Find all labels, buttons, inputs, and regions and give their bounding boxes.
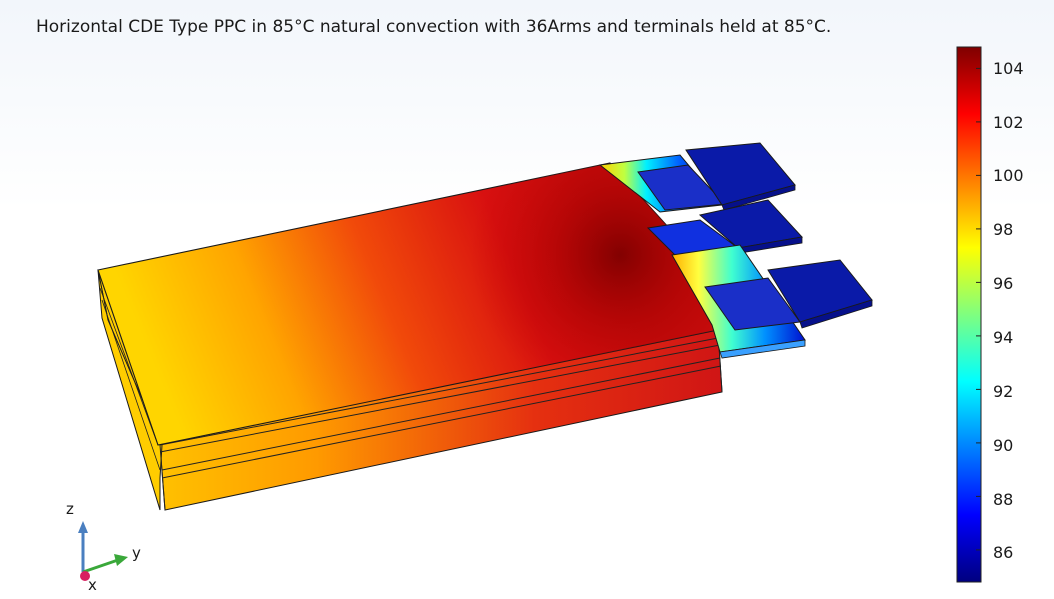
color-legend-ticks bbox=[976, 67, 981, 551]
x-axis-marker bbox=[80, 571, 90, 581]
legend-tick-label: 96 bbox=[993, 274, 1014, 293]
color-legend bbox=[956, 46, 982, 583]
y-axis-arrow bbox=[82, 558, 119, 574]
legend-tick-label: 98 bbox=[993, 220, 1014, 239]
legend-tick-label: 94 bbox=[993, 328, 1014, 347]
axis-triad[interactable] bbox=[78, 521, 128, 581]
plot-title: Horizontal CDE Type PPC in 85°C natural … bbox=[36, 17, 832, 37]
legend-tick-label: 90 bbox=[993, 436, 1014, 455]
y-axis-label: y bbox=[132, 544, 141, 562]
z-axis-label: z bbox=[66, 500, 74, 518]
terminal-tab-1 bbox=[598, 142, 796, 213]
legend-tick-label: 100 bbox=[993, 166, 1024, 185]
x-axis-label: x bbox=[88, 576, 97, 594]
legend-tick-label: 88 bbox=[993, 490, 1014, 509]
legend-tick-label: 104 bbox=[993, 59, 1024, 78]
legend-tick-label: 86 bbox=[993, 543, 1014, 562]
legend-tick-label: 102 bbox=[993, 113, 1024, 132]
legend-tick-label: 92 bbox=[993, 382, 1014, 401]
terminal-tab-3 bbox=[671, 244, 873, 359]
color-legend-bar bbox=[956, 46, 982, 583]
